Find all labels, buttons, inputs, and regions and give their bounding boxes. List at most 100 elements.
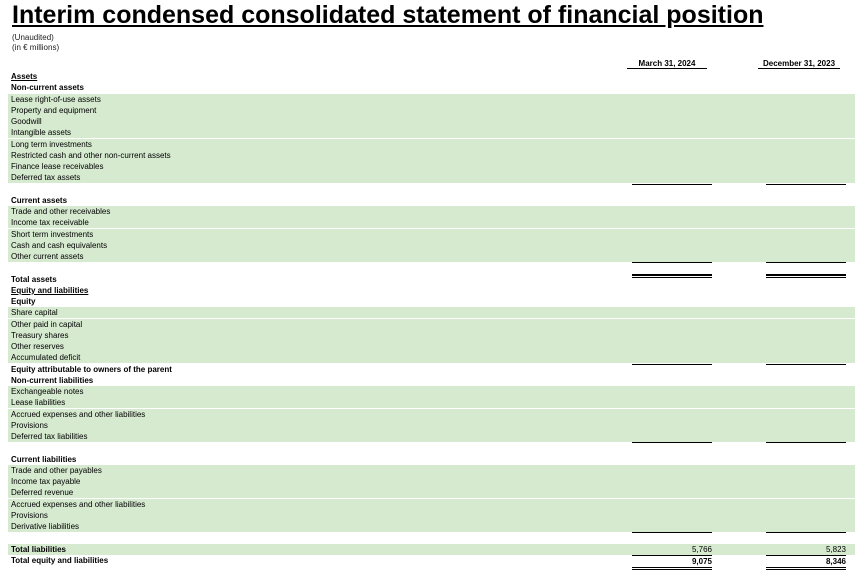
row-label: Deferred tax assets <box>11 173 81 183</box>
row-label: Restricted cash and other non-current as… <box>11 150 171 160</box>
value-current <box>632 363 712 365</box>
table-row: Provisions <box>8 419 855 431</box>
row-label: Other reserves <box>11 342 64 351</box>
table-row: Accrued expenses and other liabilities <box>8 408 855 420</box>
table-row: Deferred revenue <box>8 487 855 499</box>
value-current <box>632 442 712 444</box>
row-label: Short term investments <box>11 229 94 239</box>
table-row: Non-current liabilities <box>8 375 855 386</box>
table-row: Deferred tax assets <box>8 172 855 184</box>
row-label: Accrued expenses and other liabilities <box>11 499 146 509</box>
value-current <box>632 262 712 264</box>
table-row: Accumulated deficit <box>8 352 855 364</box>
row-label: Equity <box>11 297 36 306</box>
table-row: Income tax receivable <box>8 217 855 229</box>
table-row: Equity and liabilities <box>8 285 855 296</box>
table-row: Property and equipment <box>8 104 855 116</box>
row-label: Accrued expenses and other liabilities <box>11 409 146 419</box>
row-label: Trade and other payables <box>11 465 102 475</box>
row-label: Derivative liabilities <box>11 522 80 531</box>
table-row: Total assets <box>8 273 855 285</box>
row-label: Total assets <box>11 274 57 284</box>
value-prior <box>766 442 846 444</box>
row-label: Assets <box>11 72 38 81</box>
table-row: Lease liabilities <box>8 397 855 409</box>
table-row <box>8 183 855 195</box>
table-row: Deferred tax liabilities <box>8 431 855 442</box>
row-label: Treasury shares <box>11 330 69 340</box>
value-current <box>632 532 712 534</box>
table-row: Finance lease receivables <box>8 161 855 172</box>
row-label: Lease liabilities <box>11 398 66 408</box>
row-label: Exchangeable notes <box>11 387 84 396</box>
row-label: Non-current liabilities <box>11 375 94 385</box>
row-label: Deferred revenue <box>11 488 74 498</box>
value-prior <box>766 363 846 365</box>
table-row: Short term investments <box>8 228 855 240</box>
table-row: Equity attributable to owners of the par… <box>8 363 855 375</box>
row-label: Current liabilities <box>11 454 77 464</box>
column-header-prior: December 31, 2023 <box>758 59 840 69</box>
row-label: Current assets <box>11 195 68 205</box>
row-label: Income tax receivable <box>11 218 89 228</box>
table-row <box>8 442 855 453</box>
value-prior <box>766 532 846 534</box>
value-prior: 5,823 <box>825 544 846 554</box>
row-label: Provisions <box>11 420 48 430</box>
row-label: Other current assets <box>11 252 84 261</box>
table-row: Intangible assets <box>8 127 855 139</box>
table-row: Income tax payable <box>8 476 855 487</box>
row-label: Cash and cash equivalents <box>11 240 108 250</box>
value-prior: 8,346 <box>766 554 846 570</box>
table-row: Non-current assets <box>8 82 855 93</box>
currency-note: (in € millions) <box>12 43 60 52</box>
value-prior <box>766 183 846 185</box>
table-row: Trade and other payables <box>8 464 855 476</box>
value-current <box>632 183 712 185</box>
table-row: Current assets <box>8 195 855 206</box>
row-label: Intangible assets <box>11 128 72 138</box>
page-title: Interim condensed consolidated statement… <box>12 1 764 29</box>
row-label: Share capital <box>11 308 58 318</box>
table-row <box>8 262 855 273</box>
unaudited-note: (Unaudited) <box>12 33 54 42</box>
column-header-current: March 31, 2024 <box>627 59 707 69</box>
table-row: Provisions <box>8 509 855 521</box>
value-prior <box>766 262 846 264</box>
row-label: Total liabilities <box>11 544 66 554</box>
table-row: Other current assets <box>8 251 855 262</box>
table-row: Derivative liabilities <box>8 521 855 532</box>
row-label: Lease right-of-use assets <box>11 94 101 104</box>
row-label: Trade and other receivables <box>11 207 111 216</box>
table-row: Share capital <box>8 307 855 319</box>
table-row: Other reserves <box>8 341 855 352</box>
table-row: Other paid in capital <box>8 318 855 330</box>
table-row: Accrued expenses and other liabilities <box>8 498 855 510</box>
table-row: Long term investments <box>8 138 855 150</box>
table-row: Cash and cash equivalents <box>8 239 855 251</box>
value-current: 5,766 <box>691 544 712 554</box>
table-row <box>8 532 855 543</box>
table-row: Lease right-of-use assets <box>8 93 855 105</box>
value-current: 9,075 <box>632 554 712 570</box>
table-row: Exchangeable notes <box>8 386 855 397</box>
row-label: Income tax payable <box>11 477 81 486</box>
row-label: Equity and liabilities <box>11 285 89 295</box>
row-label: Provisions <box>11 510 48 520</box>
row-label: Non-current assets <box>11 83 84 93</box>
row-label: Accumulated deficit <box>11 353 81 363</box>
row-label: Goodwill <box>11 117 42 126</box>
row-label: Finance lease receivables <box>11 162 104 171</box>
table-row: Equity <box>8 296 855 307</box>
table-row: Total equity and liabilities 9,075 8,346 <box>8 554 855 570</box>
table-row: Assets <box>8 71 855 82</box>
row-label: Equity attributable to owners of the par… <box>11 364 172 374</box>
row-label: Long term investments <box>11 139 92 149</box>
table-row: Goodwill <box>8 116 855 127</box>
value-current <box>632 273 712 278</box>
table-row: Trade and other receivables <box>8 206 855 217</box>
table-row: Total liabilities 5,766 5,823 <box>8 543 855 555</box>
row-label: Other paid in capital <box>11 319 83 329</box>
row-label: Total equity and liabilities <box>11 555 109 565</box>
table-row: Restricted cash and other non-current as… <box>8 149 855 161</box>
